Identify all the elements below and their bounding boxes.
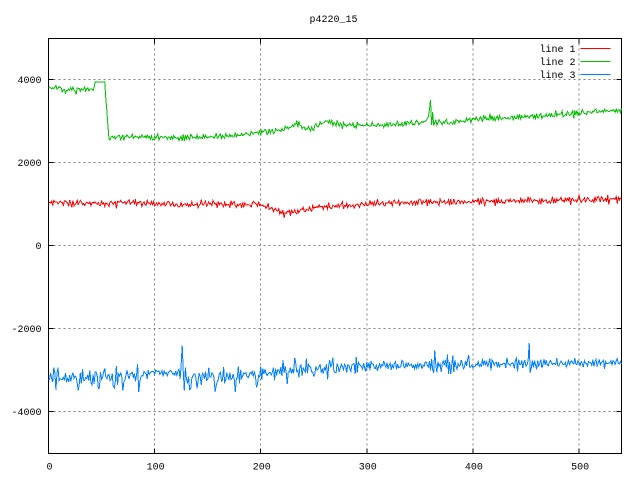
svg-text:line 2: line 2 [539, 57, 575, 69]
svg-text:400: 400 [465, 463, 483, 474]
svg-text:line 3: line 3 [539, 70, 575, 82]
svg-text:500: 500 [571, 463, 589, 474]
svg-text:300: 300 [359, 463, 377, 474]
svg-text:-2000: -2000 [11, 325, 41, 336]
svg-text:0: 0 [35, 242, 41, 253]
svg-text:p4220_15: p4220_15 [309, 15, 357, 26]
svg-text:200: 200 [253, 463, 271, 474]
svg-text:100: 100 [147, 463, 165, 474]
svg-text:-4000: -4000 [11, 408, 41, 419]
svg-text:0: 0 [46, 463, 52, 474]
svg-text:4000: 4000 [17, 76, 41, 87]
svg-text:2000: 2000 [17, 159, 41, 170]
svg-text:line 1: line 1 [539, 44, 575, 56]
